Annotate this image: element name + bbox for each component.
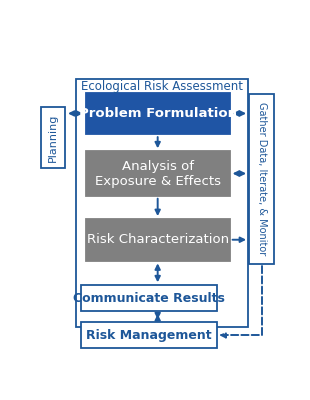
Bar <box>76 79 248 327</box>
Bar <box>86 151 230 196</box>
Text: Risk Characterization: Risk Characterization <box>86 233 229 246</box>
Text: Ecological Risk Assessment: Ecological Risk Assessment <box>81 80 243 93</box>
Text: Gather Data, Iterate, & Monitor: Gather Data, Iterate, & Monitor <box>257 102 267 256</box>
Text: Planning: Planning <box>48 113 58 162</box>
Bar <box>81 322 216 348</box>
Text: Risk Management: Risk Management <box>86 329 211 342</box>
Bar <box>249 94 274 264</box>
Bar <box>41 106 65 168</box>
Text: Problem Formulation: Problem Formulation <box>79 107 237 120</box>
Text: Analysis of
Exposure & Effects: Analysis of Exposure & Effects <box>95 160 221 188</box>
Bar <box>86 219 230 260</box>
Bar <box>86 93 230 134</box>
Bar <box>81 285 216 311</box>
Text: Communicate Results: Communicate Results <box>73 292 225 305</box>
